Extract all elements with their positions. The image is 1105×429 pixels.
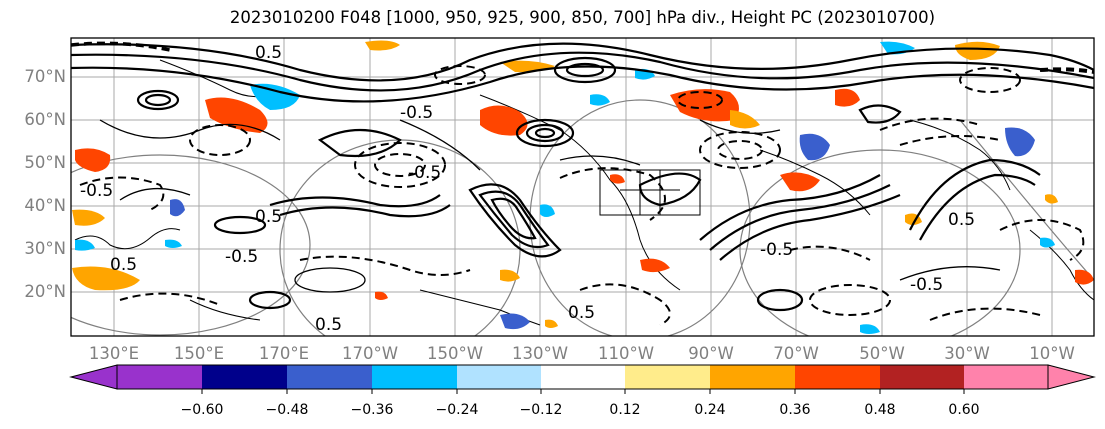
colorbar-bin [795, 365, 880, 389]
contour-label: -0.5 [910, 275, 943, 295]
lat-label: 30°N [24, 239, 66, 258]
colorbar-under [69, 364, 118, 390]
lon-label: 70°W [773, 344, 819, 363]
contour-label: 0.5 [255, 43, 282, 63]
colorbar-bin [710, 365, 795, 389]
colorbar-bin [541, 365, 625, 389]
divergence-shading [72, 40, 1094, 334]
lat-label: 20°N [24, 282, 66, 301]
colorbar-bin [625, 365, 710, 389]
colorbar-bin [964, 365, 1048, 389]
colorbar-bin [202, 365, 287, 389]
colorbar-tick-label: 0.12 [609, 402, 641, 418]
contour-labels: 0.5 -0.5 0.5 -0.5 0.5 -0.5 0.5 0.5 -0.5 … [80, 43, 975, 335]
lat-label: 50°N [24, 153, 66, 172]
colorbar-bin [287, 365, 372, 389]
contour-label: -0.5 [760, 240, 793, 260]
colorbar-bin [117, 365, 202, 389]
colorbar [69, 364, 1096, 394]
colorbar-tick-label: −0.12 [519, 402, 563, 418]
lon-label: 150°E [173, 344, 225, 363]
lon-label: 130°E [88, 344, 140, 363]
colorbar-bin [372, 365, 457, 389]
contour-label: -0.5 [400, 103, 433, 123]
colorbar-tick-label: −0.48 [265, 402, 309, 418]
colorbar-over [1047, 364, 1096, 390]
contour-label: 0.5 [110, 255, 137, 275]
lon-label: 170°W [341, 344, 399, 363]
map-title: 2023010200 F048 [1000, 950, 925, 900, 85… [229, 8, 936, 27]
lon-label: 130°W [511, 344, 569, 363]
contour-label: 0.5 [255, 207, 282, 227]
lon-label: 170°E [258, 344, 310, 363]
lat-label: 60°N [24, 110, 66, 129]
lon-label: 10°W [1029, 344, 1075, 363]
lat-label: 70°N [24, 67, 66, 86]
contour-label: -0.5 [408, 163, 441, 183]
lon-label: 50°W [859, 344, 905, 363]
colorbar-tick-label: 0.60 [948, 402, 980, 418]
lat-label: 40°N [24, 196, 66, 215]
colorbar-tick-label: 0.24 [694, 402, 726, 418]
contour-label: 0.5 [948, 210, 975, 230]
colorbar-tick-label: −0.60 [180, 402, 224, 418]
lon-label: 110°W [597, 344, 655, 363]
height-contours-positive [71, 42, 1094, 312]
map-panel [71, 38, 1094, 336]
lon-label: 30°W [944, 344, 990, 363]
height-contours-negative [71, 41, 1094, 326]
map-frame [70, 37, 1095, 337]
height-contours-thin [99, 119, 1001, 293]
lon-label: 150°W [426, 344, 484, 363]
contour-label: -0.5 [225, 247, 258, 267]
contour-label: 0.5 [315, 315, 342, 335]
contour-label: 0.5 [568, 303, 595, 323]
lon-label: 90°W [688, 344, 734, 363]
colorbar-tick-label: −0.36 [350, 402, 394, 418]
colorbar-tick-label: −0.24 [435, 402, 479, 418]
colorbar-bin [880, 365, 964, 389]
colorbar-outline [116, 364, 1049, 390]
colorbar-tick-label: 0.48 [864, 402, 896, 418]
colorbar-bin [457, 365, 541, 389]
colorbar-tick-label: 0.36 [779, 402, 811, 418]
contour-label: -0.5 [80, 181, 113, 201]
